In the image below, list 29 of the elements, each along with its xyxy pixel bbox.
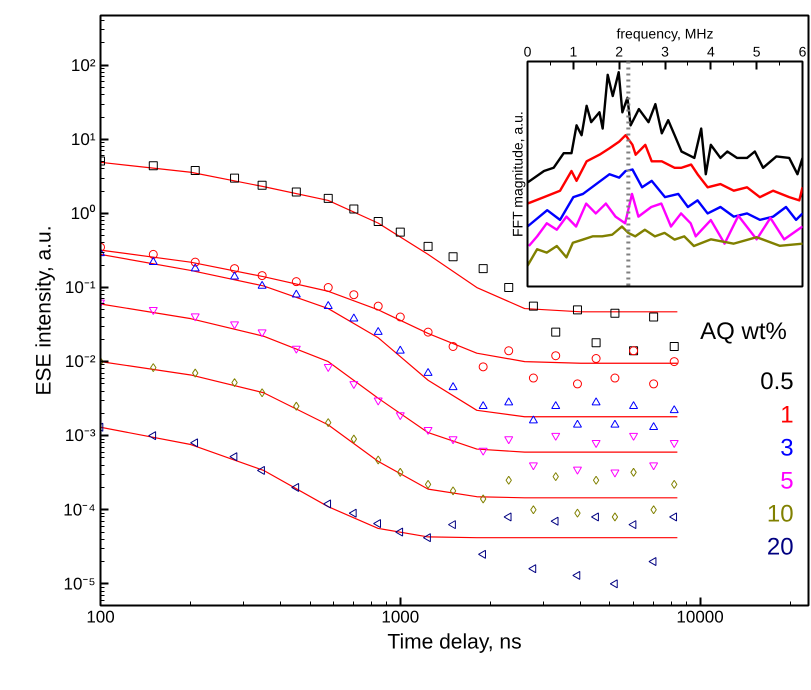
x-tick-label: 5 [752,44,761,60]
y-tick-label: 10⁻² [64,352,96,372]
text: 20 [766,533,794,560]
x-tick-label: 1 [569,44,578,60]
y-tick-label: 10⁻³ [64,426,96,446]
text: 10 [766,500,794,528]
text: 1 [780,401,794,428]
x-tick-label: 10000 [676,608,724,626]
text: 3 [780,434,794,462]
x-tick-label: 3 [661,44,670,60]
x-tick-label: 4 [706,44,715,60]
x-axis-title: Time delay, ns [387,630,522,654]
y-tick-label: 10² [70,56,96,75]
y-axis-title: ESE intensity, a.u. [32,225,56,396]
y-tick-label: 10⁰ [70,204,96,223]
y-tick-label: 10⁻⁴ [63,500,96,520]
x-tick-label: 100 [86,608,115,626]
y-tick-label: 10⁻¹ [64,278,96,298]
x-tick-label: 6 [798,44,807,60]
y-tick-label: 10¹ [70,130,96,149]
x-tick-label: 2 [615,44,624,60]
y-tick-label: 10⁻⁵ [64,574,96,594]
legend-title: AQ wt% [700,318,787,346]
text: 5 [780,467,794,494]
x-tick-label: 1000 [381,608,420,626]
x-tick-label: 0 [524,44,532,60]
text: 0.5 [760,368,794,396]
y-axis-title: FFT magnitude, a.u. [510,111,526,238]
x-axis-title: frequency, MHz [616,26,714,42]
